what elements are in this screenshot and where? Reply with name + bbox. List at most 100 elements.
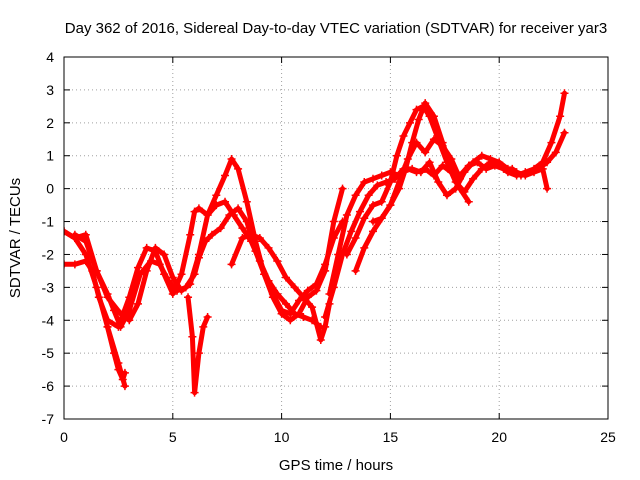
data-point <box>199 322 208 331</box>
data-point <box>486 158 495 167</box>
data-point <box>477 151 486 160</box>
data-point <box>194 204 203 213</box>
data-point <box>234 164 243 173</box>
data-point <box>188 332 197 341</box>
data-point <box>70 260 79 269</box>
series-trace-6 <box>184 293 212 397</box>
x-tick-label: 25 <box>600 429 616 445</box>
data-point <box>120 368 129 377</box>
data-point <box>368 227 377 236</box>
data-point <box>429 135 438 144</box>
data-point <box>469 174 478 183</box>
data-point <box>299 293 308 302</box>
data-point <box>212 201 221 210</box>
chart-title: Day 362 of 2016, Sidereal Day-to-day VTE… <box>65 20 607 37</box>
data-point <box>351 266 360 275</box>
y-tick-labels: -7 -6 -5 -4 -3 -2 -1 0 1 2 3 4 <box>42 49 55 427</box>
data-point <box>238 234 247 242</box>
data-point <box>442 191 451 200</box>
data-point <box>373 181 382 190</box>
data-point <box>255 234 264 242</box>
data-point <box>251 247 260 256</box>
data-point <box>147 257 156 266</box>
data-point <box>456 184 465 193</box>
data-point <box>560 89 569 98</box>
y-tick-label: -7 <box>42 411 55 427</box>
data-point <box>268 289 277 298</box>
data-point <box>142 243 151 252</box>
data-point <box>160 250 169 259</box>
data-point <box>155 260 164 269</box>
data-point <box>116 322 125 331</box>
y-tick-label: -1 <box>42 214 55 230</box>
data-point <box>234 204 243 213</box>
data-point <box>386 178 395 187</box>
data-point <box>360 243 369 252</box>
data-point <box>173 286 182 295</box>
data-point <box>186 230 195 239</box>
data-point <box>399 131 408 140</box>
data-point <box>168 273 177 282</box>
data-point <box>81 237 90 246</box>
y-axis-label: SDTVAR / TECUs <box>7 178 24 298</box>
data-point <box>403 155 412 164</box>
data-point <box>316 336 325 345</box>
axis-ticks <box>63 56 609 420</box>
data-point <box>460 168 469 177</box>
data-point <box>295 296 304 305</box>
data-point <box>281 273 290 282</box>
data-point <box>120 382 129 391</box>
data-point <box>168 289 177 298</box>
x-tick-labels: 0 5 10 15 20 25 <box>60 429 616 445</box>
x-tick-label: 15 <box>383 429 399 445</box>
data-point <box>360 214 369 223</box>
data-point <box>547 138 556 147</box>
y-tick-label: 1 <box>46 148 54 164</box>
data-point <box>530 164 539 173</box>
data-point <box>281 299 290 308</box>
data-point <box>425 158 434 167</box>
y-tick-label: -3 <box>42 279 55 295</box>
data-point <box>521 168 530 177</box>
data-point <box>194 253 203 262</box>
data-point <box>395 178 404 187</box>
data-point <box>438 141 447 150</box>
data-point <box>181 283 190 292</box>
data-point <box>342 250 351 259</box>
data-point <box>321 322 330 331</box>
data-point <box>329 217 338 226</box>
data-point <box>321 260 330 269</box>
data-point <box>110 306 119 315</box>
data-point <box>273 257 282 266</box>
x-tick-label: 5 <box>169 429 177 445</box>
y-tick-label: 3 <box>46 82 54 98</box>
data-point <box>81 257 90 266</box>
data-point <box>260 270 269 279</box>
series-line <box>72 205 345 330</box>
data-point <box>118 375 127 384</box>
data-point <box>464 197 473 206</box>
data-point <box>429 112 438 121</box>
data-point <box>70 230 79 239</box>
plot-frame <box>63 56 609 420</box>
data-point <box>447 155 456 164</box>
data-point <box>368 174 377 183</box>
data-point <box>103 289 112 298</box>
data-point <box>469 158 478 167</box>
data-point <box>201 237 210 246</box>
y-tick-label: -2 <box>42 246 55 262</box>
data-point <box>342 210 351 219</box>
data-point <box>421 148 430 157</box>
data-point <box>392 151 401 160</box>
data-point <box>207 230 216 239</box>
data-point <box>290 283 299 292</box>
data-point <box>360 178 369 187</box>
data-point <box>329 283 338 292</box>
y-tick-label: -4 <box>42 312 55 328</box>
data-point <box>221 197 230 206</box>
data-point <box>321 312 330 321</box>
data-point <box>64 227 68 236</box>
data-point <box>216 224 225 233</box>
data-point <box>412 105 421 114</box>
